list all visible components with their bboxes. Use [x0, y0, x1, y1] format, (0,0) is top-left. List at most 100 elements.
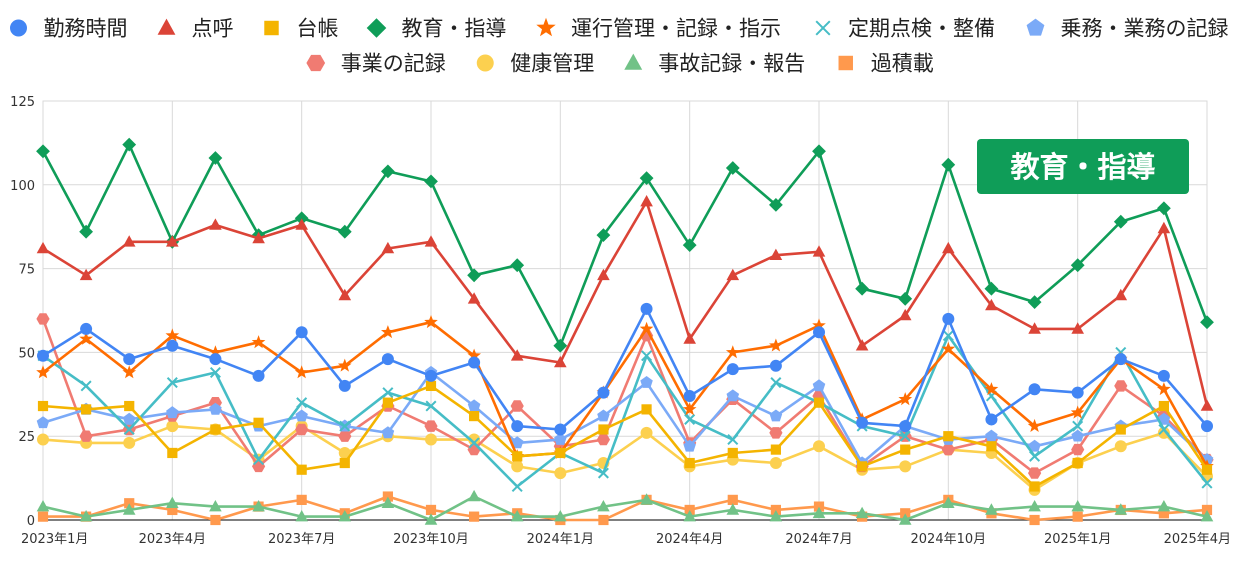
- series-7-point-12: [554, 433, 567, 445]
- legend-label-series-6: 定期点検・整備: [848, 17, 995, 41]
- series-2-point-11: [510, 349, 524, 361]
- series-3-point-17: [770, 444, 781, 455]
- series-8-point-25: [1114, 380, 1128, 392]
- series-5-point-15: [682, 402, 697, 416]
- series-8-point-23: [1028, 467, 1042, 479]
- series-2-point-6: [295, 218, 308, 230]
- series-10-point-7: [338, 510, 352, 522]
- series-1-point-2: [123, 353, 136, 366]
- series-3-point-10: [469, 410, 480, 422]
- series-3-point-19: [857, 461, 868, 472]
- series-10-point-12: [554, 510, 567, 522]
- series-11-point-24: [1072, 511, 1083, 522]
- callout-label: 教育・指導: [1010, 150, 1155, 184]
- legend-label-series-4: 教育・指導: [402, 17, 507, 41]
- series-6-point-2: [123, 423, 135, 436]
- series-7-point-8: [381, 426, 395, 439]
- series-10-line: [42, 495, 1208, 522]
- legend-item-series-1: 勤務時間: [10, 17, 128, 41]
- series-6-point-1: [80, 380, 92, 392]
- series-6-point-5: [253, 454, 265, 466]
- series-5-point-1: [79, 331, 93, 345]
- series-10-point-17: [769, 510, 783, 522]
- series-1-point-25: [1114, 353, 1127, 366]
- series-4-point-16: [725, 161, 740, 175]
- series-1-point-23: [1028, 383, 1041, 396]
- series-5-point-16: [725, 345, 740, 359]
- series-1-point-24: [1071, 386, 1084, 399]
- series-3-point-21: [943, 431, 954, 442]
- series-1-point-12: [554, 423, 567, 436]
- legend-label-series-7: 乗務・業務の記録: [1061, 17, 1229, 41]
- series-7-point-16: [726, 389, 740, 402]
- series-10-point-10: [467, 489, 481, 502]
- series-6-point-27: [1201, 477, 1213, 489]
- series-5-point-20: [898, 392, 913, 406]
- series-9-point-10: [468, 433, 481, 446]
- series-2-point-17: [769, 248, 783, 260]
- series-6-point-15: [684, 413, 696, 425]
- series-3-point-16: [727, 447, 738, 459]
- series-1-point-1: [80, 322, 93, 335]
- series-2-point-21: [942, 241, 955, 254]
- series-10-point-8: [381, 496, 395, 508]
- series-1-point-5: [252, 369, 265, 382]
- series-6-point-13: [597, 467, 609, 479]
- legend-marker-series-10: [624, 53, 643, 70]
- series-1-point-3: [166, 339, 179, 352]
- series-3-point-18: [813, 397, 825, 408]
- x-tick-label-2: 2023年7月: [268, 532, 335, 547]
- series-3-point-20: [900, 444, 911, 455]
- series-2-point-10: [467, 292, 481, 304]
- series-6-point-23: [1029, 450, 1041, 462]
- legend-marker-series-2: [157, 18, 176, 35]
- series-10: [36, 489, 1214, 525]
- series-4-point-17: [769, 198, 783, 212]
- series-9-point-7: [338, 446, 351, 459]
- series-3: [37, 380, 1213, 492]
- series-1-point-27: [1201, 420, 1213, 433]
- series-7-point-23: [1028, 439, 1041, 452]
- series-5-point-14: [639, 321, 654, 335]
- series-10-point-25: [1114, 503, 1128, 515]
- series-10-point-14: [640, 493, 653, 505]
- series-5-point-8: [381, 325, 395, 339]
- legend-marker-series-6: [815, 20, 831, 36]
- series-4-point-26: [1157, 201, 1171, 216]
- series-9-point-3: [166, 420, 179, 433]
- legend-item-series-10: 事故記録・報告: [624, 52, 805, 76]
- series-8-point-21: [941, 443, 955, 456]
- series-11-point-15: [684, 504, 695, 516]
- series-5-point-17: [769, 338, 783, 352]
- series-10-point-23: [1028, 500, 1041, 512]
- legend-marker-series-3: [264, 20, 279, 36]
- series-4-line: [41, 143, 1209, 347]
- series-6-point-26: [1158, 423, 1170, 436]
- series-10-point-0: [36, 500, 50, 512]
- legend-item-series-11: 過積載: [838, 52, 934, 76]
- series-6-point-20: [899, 430, 911, 442]
- series-4-point-20: [898, 291, 913, 306]
- series-2-point-4: [209, 218, 222, 230]
- series-2-point-7: [338, 288, 352, 301]
- series-4-point-4: [208, 151, 223, 165]
- series-9-point-20: [899, 460, 912, 473]
- series-8-point-11: [510, 400, 524, 412]
- legend-marker-series-5: [536, 17, 556, 37]
- series-10-point-18: [812, 506, 826, 519]
- series-6-point-4: [209, 367, 221, 379]
- series-7-point-24: [1071, 429, 1084, 442]
- series-1-point-20: [899, 420, 912, 433]
- series-11-point-13: [598, 514, 609, 526]
- series-4-point-24: [1070, 258, 1085, 273]
- series-1: [37, 302, 1213, 436]
- series-5-point-0: [36, 365, 50, 379]
- series-10-point-11: [510, 510, 524, 522]
- series-10-point-21: [942, 496, 955, 508]
- series-4-point-0: [36, 144, 50, 159]
- series-10-point-2: [122, 503, 136, 515]
- series-6-point-21: [942, 330, 954, 342]
- series-6-point-3: [166, 377, 178, 389]
- series-10-point-5: [252, 500, 265, 512]
- series-11-point-2: [124, 498, 135, 509]
